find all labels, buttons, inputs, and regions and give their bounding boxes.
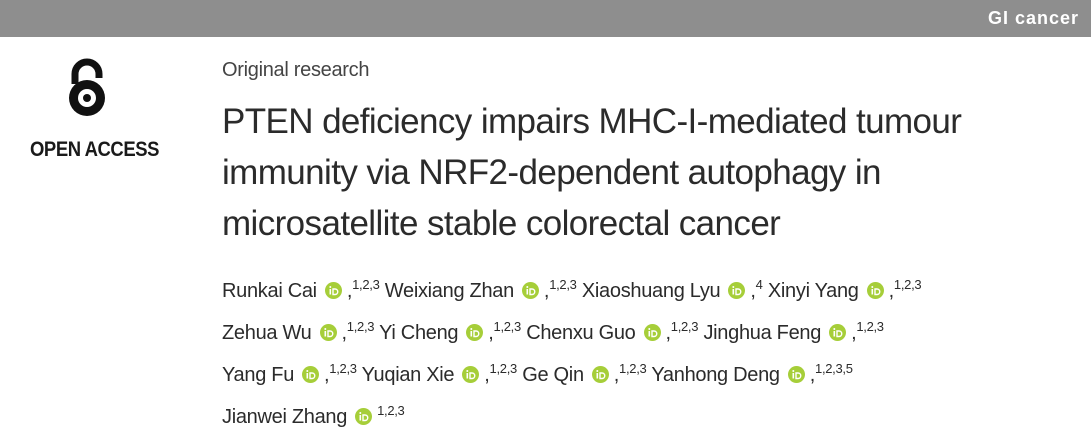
orcid-icon[interactable]: [302, 360, 320, 394]
author-name: Chenxu Guo: [526, 322, 636, 344]
separator: ,: [484, 364, 490, 386]
orcid-icon[interactable]: [591, 360, 609, 394]
author-name: Yi Cheng: [379, 322, 459, 344]
separator: ,: [809, 364, 816, 386]
orcid-icon[interactable]: [324, 276, 342, 310]
author-row: Runkai Cai ,1,2,3 Weixiang Zhan ,1,2,3 Xia…: [222, 268, 922, 310]
author-name: Runkai Cai: [222, 280, 317, 302]
separator: ,: [341, 322, 348, 344]
orcid-icon[interactable]: [355, 402, 373, 436]
author-name: Yanhong Deng: [651, 364, 780, 386]
separator: ,: [888, 280, 895, 302]
title-line: microsatellite stable colorectal cancer: [222, 204, 781, 243]
header-bar: GI cancer: [0, 0, 1091, 37]
orcid-icon[interactable]: [462, 360, 480, 394]
orcid-icon[interactable]: [728, 276, 746, 310]
affiliations: 1,2,3: [329, 361, 357, 376]
author-name: Ge Qin: [522, 364, 584, 386]
orcid-icon[interactable]: [466, 318, 484, 352]
separator: ,: [851, 322, 857, 344]
author-row: Zehua Wu ,1,2,3 Yi Cheng ,1,2,3 Chenxu Guo…: [222, 310, 921, 352]
affiliations: 1,2,3: [619, 361, 647, 376]
title-line: PTEN deficiency impairs MHC-I-mediated t…: [222, 102, 962, 141]
orcid-icon[interactable]: [866, 276, 884, 310]
author-name: Xiaoshuang Lyu: [581, 280, 721, 302]
author-name: Zehua Wu: [222, 322, 312, 344]
affiliations: 1,2,3: [856, 319, 884, 334]
author-name: Weixiang Zhan: [384, 280, 514, 302]
separator: ,: [613, 364, 620, 386]
section-label: GI cancer: [987, 8, 1079, 28]
separator: ,: [543, 280, 550, 302]
orcid-icon[interactable]: [319, 318, 337, 352]
affiliations: 1,2,3: [493, 319, 522, 334]
separator: ,: [488, 322, 494, 344]
article-title: PTEN deficiency impairs MHC-I-mediated t…: [222, 96, 962, 249]
affiliations: 1,2,3: [670, 319, 699, 334]
separator: ,: [665, 322, 672, 344]
author-list: Runkai Cai ,1,2,3 Weixiang Zhan ,1,2,3 Xia…: [222, 268, 922, 436]
separator: ,: [750, 280, 756, 302]
affiliations: 1,2,3: [377, 403, 405, 418]
separator: ,: [346, 280, 353, 302]
affiliations: 1,2,3: [352, 277, 380, 292]
orcid-icon[interactable]: [787, 360, 805, 394]
affiliations: 1,2,3: [489, 361, 518, 376]
open-access-logo: [69, 58, 105, 116]
author-name: Xinyi Yang: [767, 280, 859, 302]
orcid-icon[interactable]: [521, 276, 539, 310]
author-name: Yuqian Xie: [361, 364, 455, 386]
article-type: Original research: [222, 59, 370, 81]
affiliations: 1,2,3: [346, 319, 375, 334]
author-row: Jianwei Zhang 1,2,3: [222, 394, 921, 436]
affiliations: 1,2,3: [893, 277, 922, 292]
author-name: Jinghua Feng: [703, 322, 822, 344]
orcid-icon[interactable]: [643, 318, 661, 352]
affiliations: 1,2,3,5: [815, 361, 853, 376]
author-name: Jianwei Zhang: [222, 406, 348, 428]
separator: ,: [324, 364, 330, 386]
orcid-icon[interactable]: [829, 318, 847, 352]
affiliations: 1,2,3: [549, 277, 577, 292]
affiliations: 4: [755, 277, 763, 292]
title-line: immunity via NRF2-dependent autophagy in: [222, 153, 881, 192]
author-name: Yang Fu: [222, 364, 295, 386]
author-row: Yang Fu ,1,2,3 Yuqian Xie ,1,2,3 Ge Qin ,1,…: [222, 352, 921, 394]
open-access-label: OPEN ACCESS: [30, 138, 160, 161]
